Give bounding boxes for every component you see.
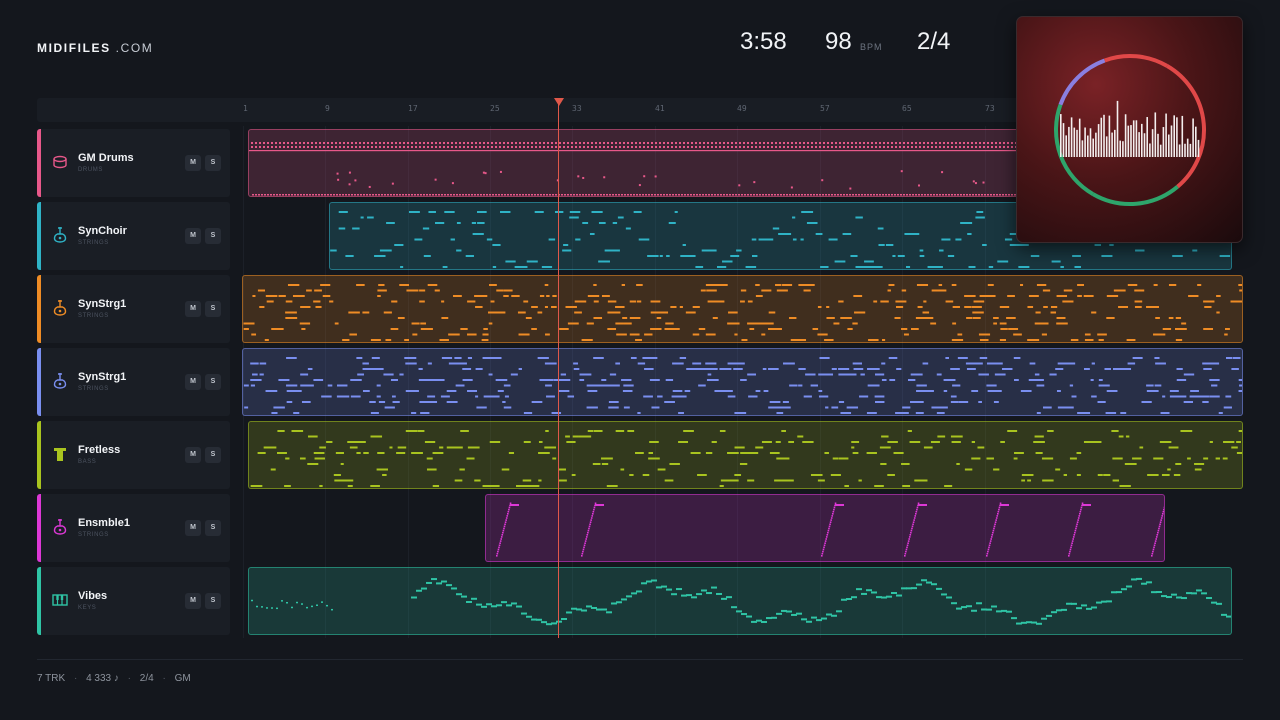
- mute-button[interactable]: M: [185, 447, 201, 463]
- bar-gridline: [243, 126, 244, 638]
- footer-divider: [37, 659, 1243, 660]
- footer-separator: ·: [73, 673, 78, 684]
- bar-gridline: [737, 126, 738, 638]
- track-color-bar: [37, 129, 41, 197]
- time-signature-readout: 2/4: [917, 28, 951, 55]
- solo-button[interactable]: S: [205, 447, 221, 463]
- note-pattern: [243, 357, 1242, 414]
- solo-button[interactable]: S: [205, 155, 221, 171]
- ruler-tick: 1: [243, 104, 248, 113]
- track-name: Vibes: [78, 590, 108, 602]
- bpm-readout: 98: [825, 28, 852, 55]
- track-color-bar: [37, 421, 41, 489]
- track-name: SynStrg1: [78, 371, 127, 383]
- ruler-tick: 9: [325, 104, 330, 113]
- mute-button[interactable]: M: [185, 155, 201, 171]
- midi-clip[interactable]: [242, 348, 1243, 416]
- footer-standard: GM: [174, 673, 191, 684]
- bar-gridline: [325, 126, 326, 638]
- track-color-bar: [37, 348, 41, 416]
- playhead-line[interactable]: [558, 104, 559, 638]
- track-category: STRINGS: [78, 313, 109, 319]
- ruler-tick: 65: [902, 104, 912, 113]
- track-header[interactable]: SynStrg1 STRINGS M S: [37, 275, 230, 343]
- footer-note-count: 4 333 ♪: [86, 673, 119, 684]
- track-category: DRUMS: [78, 167, 103, 173]
- midi-clip[interactable]: [242, 275, 1243, 343]
- mute-button[interactable]: M: [185, 374, 201, 390]
- bar-gridline: [490, 126, 491, 638]
- track-color-bar: [37, 494, 41, 562]
- track-header[interactable]: Vibes KEYS M S: [37, 567, 230, 635]
- guitar-icon: [51, 226, 69, 244]
- bar-gridline: [655, 126, 656, 638]
- track-name: GM Drums: [78, 152, 134, 164]
- track-color-bar: [37, 202, 41, 270]
- track-name: SynStrg1: [78, 298, 127, 310]
- solo-button[interactable]: S: [205, 593, 221, 609]
- track-header[interactable]: Ensmble1 STRINGS M S: [37, 494, 230, 562]
- bar-gridline: [820, 126, 821, 638]
- mute-button[interactable]: M: [185, 301, 201, 317]
- drum-icon: [51, 153, 69, 171]
- track-header[interactable]: GM Drums DRUMS M S: [37, 129, 230, 197]
- track-name: Ensmble1: [78, 517, 130, 529]
- solo-button[interactable]: S: [205, 228, 221, 244]
- note-pattern: [251, 577, 1231, 626]
- footer-summary: 7 TRK · 4 333 ♪ · 2/4 · GM: [37, 673, 197, 684]
- note-pattern: [250, 430, 1242, 487]
- track-name: Fretless: [78, 444, 121, 456]
- duration-readout: 3:58: [740, 28, 787, 55]
- midi-clip[interactable]: [248, 567, 1232, 635]
- visualizer-graphic: [1054, 54, 1206, 206]
- track-category: KEYS: [78, 605, 97, 611]
- bar-gridline: [408, 126, 409, 638]
- footer-track-count: 7 TRK: [37, 673, 66, 684]
- guitar-icon: [51, 372, 69, 390]
- mute-button[interactable]: M: [185, 228, 201, 244]
- track-header[interactable]: SynChoir STRINGS M S: [37, 202, 230, 270]
- track-name: SynChoir: [78, 225, 127, 237]
- solo-button[interactable]: S: [205, 520, 221, 536]
- mute-button[interactable]: M: [185, 520, 201, 536]
- bar-gridline: [902, 126, 903, 638]
- track-category: STRINGS: [78, 532, 109, 538]
- playhead-marker[interactable]: [554, 98, 564, 106]
- footer-separator: ·: [162, 673, 166, 684]
- footer-separator: ·: [127, 673, 132, 684]
- guitar-icon: [51, 299, 69, 317]
- solo-button[interactable]: S: [205, 374, 221, 390]
- guitar-icon: [51, 518, 69, 536]
- bar-gridline: [572, 126, 573, 638]
- bpm-unit-label: BPM: [860, 42, 883, 52]
- solo-button[interactable]: S: [205, 301, 221, 317]
- midi-clip[interactable]: [485, 494, 1165, 562]
- note-pattern: [496, 502, 1164, 557]
- ruler-tick: 73: [985, 104, 995, 113]
- ruler-tick: 49: [737, 104, 747, 113]
- track-category: STRINGS: [78, 240, 109, 246]
- note-pattern: [243, 284, 1242, 341]
- ruler-tick: 41: [655, 104, 665, 113]
- brand-suffix: .COM: [115, 41, 154, 55]
- ruler-tick: 17: [408, 104, 418, 113]
- brand-name: MIDIFILES: [37, 41, 111, 55]
- track-category: STRINGS: [78, 386, 109, 392]
- midi-clip[interactable]: [248, 421, 1243, 489]
- bass-icon: [51, 445, 69, 463]
- track-color-bar: [37, 567, 41, 635]
- ruler-tick: 57: [820, 104, 830, 113]
- keys-icon: [51, 591, 69, 609]
- footer-meter: 2/4: [139, 673, 154, 684]
- track-category: BASS: [78, 459, 97, 465]
- brand-logo: MIDIFILES .COM: [37, 41, 153, 55]
- album-art: [1016, 16, 1243, 243]
- ruler-tick: 25: [490, 104, 500, 113]
- bar-gridline: [985, 126, 986, 638]
- mute-button[interactable]: M: [185, 593, 201, 609]
- track-color-bar: [37, 275, 41, 343]
- ruler-tick: 33: [572, 104, 582, 113]
- track-header[interactable]: Fretless BASS M S: [37, 421, 230, 489]
- track-header[interactable]: SynStrg1 STRINGS M S: [37, 348, 230, 416]
